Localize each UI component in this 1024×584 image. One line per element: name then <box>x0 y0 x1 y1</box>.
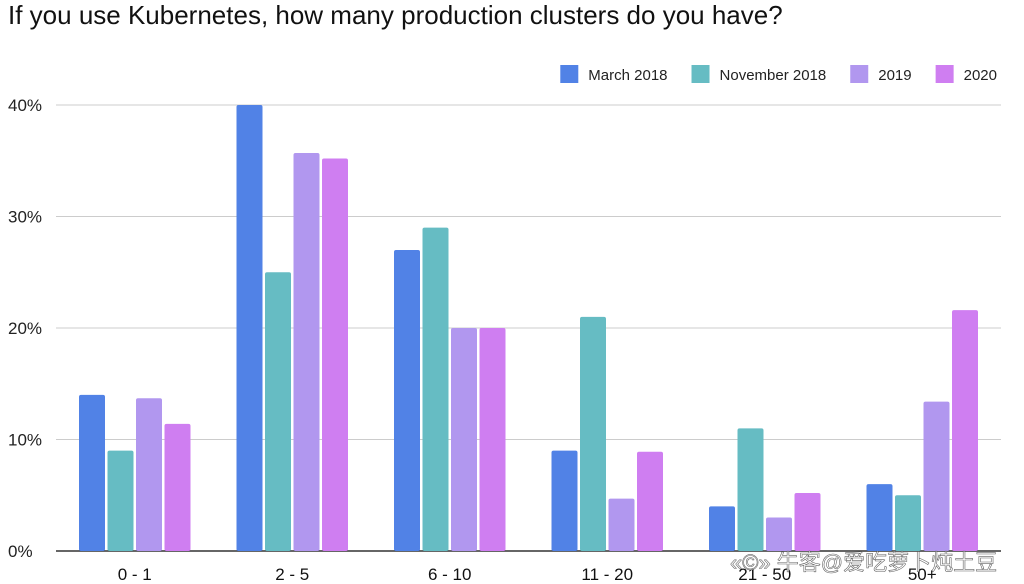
x-tick-label: 0 - 1 <box>118 565 152 584</box>
x-tick-label: 6 - 10 <box>428 565 471 584</box>
bars <box>79 105 978 551</box>
y-tick-label: 20% <box>8 319 42 338</box>
legend-swatch <box>691 65 710 83</box>
bar-6-10-2019 <box>451 328 477 551</box>
x-axis: 0 - 1 2 - 5 6 - 10 11 - 20 21 - 50 50+ <box>118 565 937 584</box>
bar-11-20-november-2018 <box>580 316 606 551</box>
legend-label: 2020 <box>964 67 997 84</box>
x-tick-label: 50+ <box>908 565 937 584</box>
bar-6-10-november-2018 <box>422 227 449 551</box>
bar-11-20-march-2018 <box>551 450 578 551</box>
legend-label: 2019 <box>878 67 911 84</box>
x-tick-label: 2 - 5 <box>275 565 309 584</box>
legend-swatch <box>935 65 954 83</box>
bar-0-1-november-2018 <box>107 450 134 551</box>
y-tick-label: 10% <box>8 431 42 450</box>
legend: March 2018 November 2018 2019 2020 <box>560 65 997 84</box>
bar-0-1-2020 <box>164 423 191 551</box>
x-tick-label: 21 - 50 <box>738 565 791 584</box>
watermark: «©» 牛客@爱吃萝卜炖土豆 <box>730 550 997 575</box>
bar-50+-march-2018 <box>866 484 893 551</box>
bar-21-50-2020 <box>794 493 821 551</box>
bar-0-1-2019 <box>136 398 162 551</box>
bar-2-5-november-2018 <box>265 272 291 551</box>
bar-21-50-2019 <box>766 517 792 551</box>
y-tick-label: 30% <box>8 208 42 227</box>
legend-label: November 2018 <box>720 67 827 84</box>
chart-title: If you use Kubernetes, how many producti… <box>8 0 783 30</box>
bar-11-20-2019 <box>608 498 635 551</box>
bar-2-5-2020 <box>322 158 348 551</box>
bar-50+-2020 <box>952 310 978 551</box>
bar-2-5-march-2018 <box>236 105 263 551</box>
legend-swatch <box>850 65 869 83</box>
bar-21-50-march-2018 <box>709 506 735 551</box>
bar-2-5-2019 <box>293 152 320 551</box>
y-axis: 0% 10% 20% 30% 40% <box>8 96 42 561</box>
bar-50+-2019 <box>923 401 950 551</box>
gridlines <box>56 104 1001 552</box>
x-tick-label: 11 - 20 <box>581 565 633 584</box>
bar-21-50-november-2018 <box>737 428 764 551</box>
legend-label: March 2018 <box>588 67 667 84</box>
bar-6-10-2020 <box>479 328 506 551</box>
bar-6-10-march-2018 <box>394 249 420 551</box>
bar-50+-november-2018 <box>895 495 921 551</box>
bar-11-20-2020 <box>637 451 663 551</box>
bar-0-1-march-2018 <box>79 394 105 551</box>
legend-swatch <box>560 65 579 83</box>
y-tick-label: 0% <box>8 542 33 561</box>
y-tick-label: 40% <box>8 96 42 115</box>
